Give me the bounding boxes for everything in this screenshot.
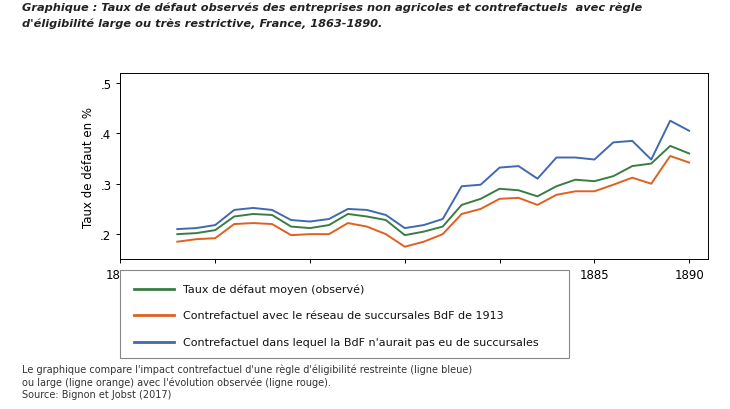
Y-axis label: Taux de défaut en %: Taux de défaut en %	[82, 106, 95, 227]
X-axis label: Année: Année	[394, 286, 434, 299]
Text: Graphique : Taux de défaut observés des entreprises non agricoles et contrefactu: Graphique : Taux de défaut observés des …	[22, 2, 642, 13]
Text: Contrefactuel avec le réseau de succursales BdF de 1913: Contrefactuel avec le réseau de succursa…	[183, 311, 504, 321]
Text: ou large (ligne orange) avec l'évolution observée (ligne rouge).: ou large (ligne orange) avec l'évolution…	[22, 376, 331, 387]
Text: d'éligibilité large ou très restrictive, France, 1863-1890.: d'éligibilité large ou très restrictive,…	[22, 18, 383, 29]
Text: Contrefactuel dans lequel la BdF n'aurait pas eu de succursales: Contrefactuel dans lequel la BdF n'aurai…	[183, 337, 539, 347]
Text: Le graphique compare l'impact contrefactuel d'une règle d'éligibilité restreinte: Le graphique compare l'impact contrefact…	[22, 363, 472, 374]
Text: Taux de défaut moyen (observé): Taux de défaut moyen (observé)	[183, 284, 365, 294]
FancyBboxPatch shape	[120, 270, 569, 358]
Text: Source: Bignon et Jobst (2017): Source: Bignon et Jobst (2017)	[22, 389, 172, 399]
